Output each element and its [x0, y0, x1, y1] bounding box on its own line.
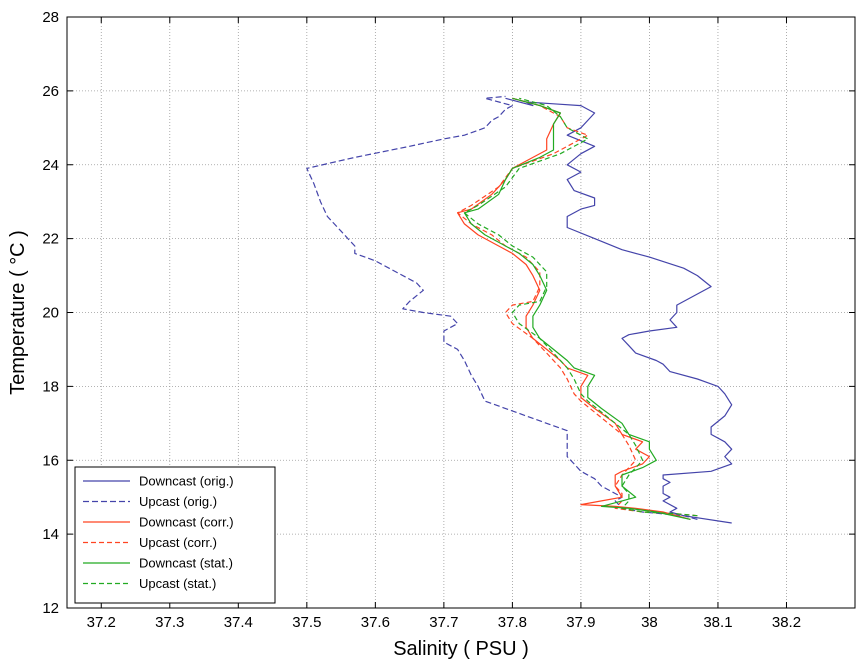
y-tick-label: 20 — [42, 305, 59, 322]
series-line-4 — [457, 97, 698, 517]
y-tick-label: 12 — [42, 600, 59, 617]
x-tick-label: 37.4 — [224, 614, 253, 631]
series-line-2 — [306, 95, 698, 520]
x-tick-label: 38.1 — [703, 614, 732, 631]
legend-label: Upcast (orig.) — [139, 494, 217, 509]
y-tick-label: 26 — [42, 83, 59, 100]
x-tick-label: 37.2 — [87, 614, 116, 631]
x-tick-label: 38 — [641, 614, 658, 631]
legend: Downcast (orig.) Upcast (orig.) Downcast (… — [74, 466, 276, 604]
series-layer — [306, 95, 733, 524]
legend-box — [74, 466, 276, 604]
x-tick-label: 37.9 — [566, 614, 595, 631]
x-tick-label: 37.6 — [361, 614, 390, 631]
x-tick-label: 37.3 — [155, 614, 184, 631]
x-axis-label: Salinity ( PSU ) — [393, 638, 529, 660]
legend-label: Downcast (orig.) — [139, 474, 234, 489]
legend-label: Downcast (stat.) — [139, 556, 233, 571]
x-tick-label: 37.5 — [292, 614, 321, 631]
series-line-5 — [463, 97, 691, 520]
y-axis-label: Temperature ( °C ) — [7, 230, 29, 395]
x-tick-label: 37.8 — [498, 614, 527, 631]
x-tick-label: 38.2 — [772, 614, 801, 631]
y-tick-label: 18 — [42, 378, 59, 395]
y-tick-label: 14 — [42, 526, 59, 543]
tick-layer: 37.2 37.3 37.4 37.5 37.6 37.7 37.8 37.9 38 38.1 38… — [42, 9, 855, 631]
y-tick-label: 22 — [42, 231, 59, 248]
legend-label: Downcast (corr.) — [139, 515, 234, 530]
legend-label: Upcast (stat.) — [139, 576, 216, 591]
y-tick-label: 16 — [42, 452, 59, 469]
x-tick-label: 37.7 — [429, 614, 458, 631]
series-line-6 — [463, 97, 698, 517]
series-line-1 — [505, 97, 733, 524]
y-tick-label: 28 — [42, 9, 59, 26]
series-line-3 — [457, 97, 691, 520]
y-tick-label: 24 — [42, 157, 59, 174]
legend-label: Upcast (corr.) — [139, 535, 217, 550]
